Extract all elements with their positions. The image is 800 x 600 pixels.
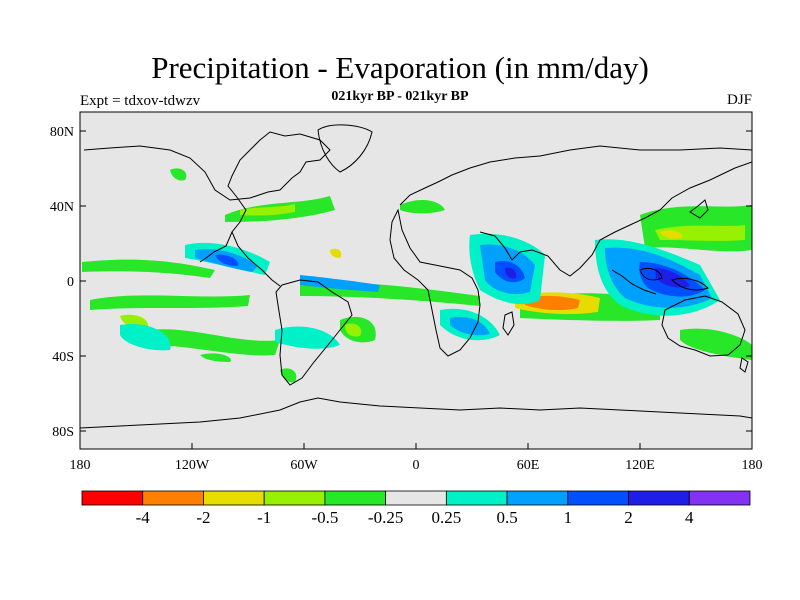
lat-tick-0: 0 — [67, 275, 74, 290]
lon-tick-120e: 120E — [625, 458, 655, 473]
colorbar-label: -0.5 — [311, 508, 338, 527]
lon-tick-120w: 120W — [175, 458, 210, 473]
lon-tick-60e: 60E — [517, 458, 540, 473]
lat-tick-80s: 80S — [52, 425, 74, 440]
colorbar-swatch — [385, 490, 447, 506]
lon-tick-60w: 60W — [290, 458, 318, 473]
colorbar-labels: -4 -2 -1 -0.5 -0.25 0.25 0.5 1 2 4 — [136, 508, 694, 527]
lat-tick-marks — [80, 130, 752, 432]
map-title: Precipitation - Evaporation (in mm/day) — [151, 50, 649, 85]
colorbar-label: 0.25 — [431, 508, 461, 527]
colorbar-swatch — [142, 490, 204, 506]
colorbar-label: -0.25 — [368, 508, 403, 527]
season-label: DJF — [726, 92, 752, 108]
colorbar-swatch — [688, 490, 751, 506]
very-strong-positive-regions — [505, 267, 690, 288]
colorbar — [81, 490, 751, 506]
map-subtitle: 021kyr BP - 021kyr BP — [331, 89, 469, 104]
lat-tick-80n: 80N — [50, 125, 74, 140]
colorbar-label: 1 — [564, 508, 573, 527]
colorbar-label: -1 — [257, 508, 271, 527]
experiment-label: Expt = tdxov-tdwzv — [80, 93, 201, 109]
coastlines — [80, 124, 752, 429]
colorbar-swatch — [263, 490, 326, 506]
colorbar-swatch — [506, 490, 569, 506]
colorbar-swatch — [203, 490, 265, 506]
lon-tick-labels: 180 120W 60W 0 60E 120E 180 — [70, 458, 763, 473]
colorbar-label: -2 — [196, 508, 210, 527]
colorbar-label: 0.5 — [496, 508, 517, 527]
lat-tick-40s: 40S — [52, 350, 74, 365]
lon-tick-marks — [79, 443, 753, 449]
lon-tick-180e: 180 — [742, 458, 763, 473]
colorbar-label: -4 — [136, 508, 151, 527]
colorbar-swatch — [324, 490, 387, 506]
lon-tick-180w: 180 — [70, 458, 91, 473]
colorbar-swatch — [628, 490, 690, 506]
colorbar-swatch — [567, 490, 629, 506]
lat-tick-40n: 40N — [50, 200, 74, 215]
colorbar-label: 4 — [685, 508, 694, 527]
anomaly-field — [82, 168, 752, 383]
colorbar-label: 2 — [624, 508, 633, 527]
colorbar-swatch — [81, 490, 144, 506]
lat-tick-labels: 80N 40N 0 40S 80S — [50, 125, 74, 440]
lon-tick-0: 0 — [413, 458, 420, 473]
colorbar-swatch — [445, 490, 508, 506]
